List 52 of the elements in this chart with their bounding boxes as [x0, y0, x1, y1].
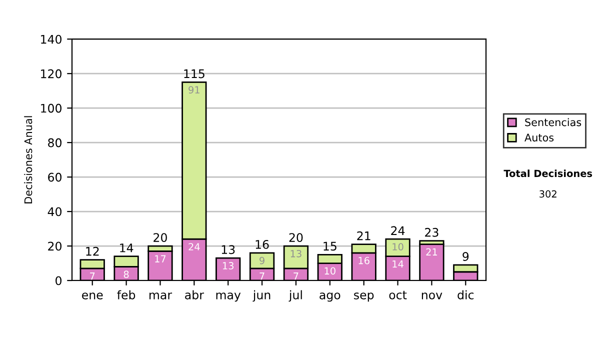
x-tick-label: sep — [354, 292, 374, 302]
total-label: 15 — [324, 242, 336, 251]
legend-label: Sentencias — [525, 118, 582, 126]
x-tick-label: abr — [185, 290, 204, 300]
y-tick-label: 100 — [41, 104, 62, 113]
data-label: 14 — [392, 260, 404, 268]
total-label: 12 — [86, 246, 99, 256]
x-tick-label: nov — [422, 292, 442, 300]
data-label: 21 — [426, 248, 437, 256]
total-label: 21 — [357, 231, 370, 240]
data-label: 8 — [124, 270, 129, 278]
y-tick-label: 60 — [48, 172, 62, 182]
data-label: 13 — [290, 250, 302, 258]
x-tick-label: jun — [252, 290, 270, 302]
x-tick-label: jul — [288, 290, 302, 302]
y-axis-title: Decisiones Anual — [24, 116, 32, 204]
y-tick-label: 20 — [48, 242, 62, 251]
total-label: 115 — [184, 69, 204, 78]
total-label: 13 — [222, 245, 235, 254]
x-tick-label: oct — [389, 290, 407, 300]
data-label: 16 — [358, 256, 370, 264]
text: 302 — [540, 190, 556, 198]
y-tick-label: 40 — [48, 207, 62, 216]
x-tick-label: ago — [320, 292, 340, 302]
data-label: 7 — [90, 272, 95, 280]
y-tick-label: 120 — [41, 69, 62, 78]
x-tick-label: feb — [117, 290, 136, 300]
data-label: 91 — [188, 86, 200, 94]
data-label: 17 — [155, 255, 166, 262]
x-tick-label: dic — [458, 290, 474, 300]
x-tick-label: ene — [82, 292, 103, 300]
total-label: 20 — [154, 233, 167, 242]
legend-label: Autos — [524, 134, 554, 142]
y-tick-label: 0 — [56, 276, 62, 286]
x-tick-label: may — [216, 292, 241, 302]
total-label: 20 — [289, 233, 303, 242]
data-label: 9 — [260, 256, 264, 264]
y-tick-label: 80 — [48, 138, 62, 148]
total-label: 14 — [120, 244, 134, 252]
data-label: 10 — [392, 243, 404, 250]
data-label: 7 — [260, 272, 264, 280]
total-label: 23 — [425, 228, 438, 237]
data-label: 10 — [324, 267, 336, 275]
x-tick-label: mar — [150, 292, 172, 300]
y-tick-label: 140 — [41, 34, 62, 44]
total-label: 24 — [391, 226, 405, 235]
data-label: 7 — [294, 272, 298, 280]
total-label: 16 — [256, 240, 269, 249]
total-label: 9 — [462, 252, 469, 261]
data-label: 24 — [188, 243, 200, 250]
data-label: 13 — [222, 262, 234, 270]
text: Total Decisiones — [504, 170, 592, 178]
